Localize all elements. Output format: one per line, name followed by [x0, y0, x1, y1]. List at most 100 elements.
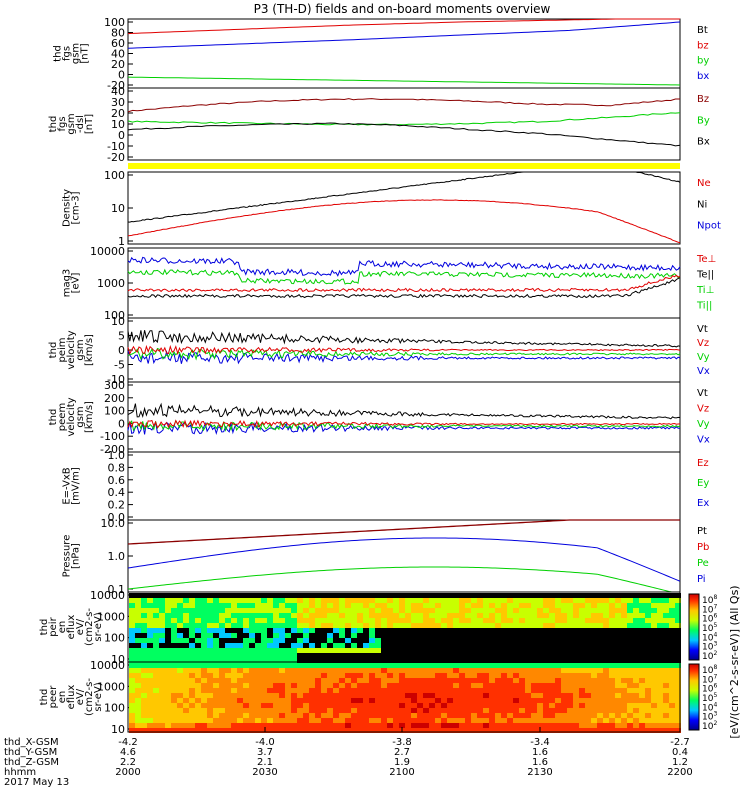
spectrogram-cell	[471, 613, 477, 618]
spectrogram-cell	[657, 593, 663, 598]
spectrogram-cell	[519, 653, 525, 658]
spectrogram-cell	[231, 718, 237, 723]
spectrogram-cell	[333, 653, 339, 658]
spectrogram-cell	[327, 603, 333, 608]
spectrogram-cell	[657, 693, 663, 698]
spectrogram-cell	[249, 623, 255, 628]
spectrogram-cell	[477, 598, 483, 603]
spectrogram-cell	[165, 683, 171, 688]
spectrogram-cell	[183, 693, 189, 698]
spectrogram-cell	[609, 683, 615, 688]
spectrogram-cell	[447, 723, 453, 728]
spectrogram-cell	[597, 628, 603, 633]
spectrogram-cell	[675, 718, 681, 723]
spectrogram-cell	[141, 628, 147, 633]
spectrogram-cell	[453, 658, 459, 663]
spectrogram-cell	[549, 688, 555, 693]
spectrogram-cell	[195, 623, 201, 628]
spectrogram-cell	[321, 623, 327, 628]
spectrogram-cell	[267, 603, 273, 608]
spectrogram-cell	[501, 648, 507, 653]
spectrogram-cell	[141, 713, 147, 718]
spectrogram-cell	[597, 648, 603, 653]
spectrogram-cell	[339, 653, 345, 658]
spectrogram-cell	[207, 713, 213, 718]
spectrogram-cell	[159, 623, 165, 628]
spectrogram-cell	[339, 668, 345, 673]
colorbar	[688, 663, 700, 731]
spectrogram-cell	[513, 648, 519, 653]
spectrogram-cell	[471, 638, 477, 643]
spectrogram-cell	[375, 598, 381, 603]
spectrogram-cell	[537, 708, 543, 713]
spectrogram-cell	[585, 598, 591, 603]
spectrogram-cell	[453, 663, 459, 668]
spectrogram-cell	[537, 648, 543, 653]
spectrogram-cell	[645, 678, 651, 683]
spectrogram-cell	[657, 688, 663, 693]
spectrogram-cell	[243, 703, 249, 708]
spectrogram-cell	[417, 713, 423, 718]
spectrogram-cell	[567, 698, 573, 703]
spectrogram-cell	[663, 623, 669, 628]
spectrogram-cell	[177, 673, 183, 678]
spectrogram-cell	[411, 643, 417, 648]
spectrogram-cell	[639, 728, 645, 733]
spectrogram-cell	[135, 643, 141, 648]
spectrogram-cell	[633, 728, 639, 733]
spectrogram-cell	[225, 603, 231, 608]
spectrogram-cell	[519, 713, 525, 718]
spectrogram-cell	[351, 638, 357, 643]
spectrogram-cell	[465, 638, 471, 643]
spectrogram-cell	[303, 658, 309, 663]
spectrogram-cell	[441, 593, 447, 598]
spectrogram-cell	[615, 678, 621, 683]
spectrogram-cell	[435, 648, 441, 653]
spectrogram-cell	[639, 623, 645, 628]
spectrogram-cell	[639, 708, 645, 713]
spectrogram-cell	[201, 673, 207, 678]
y-axis-label-line: fgs	[57, 116, 68, 131]
spectrogram-cell	[501, 663, 507, 668]
spectrogram-cell	[657, 623, 663, 628]
spectrogram-cell	[675, 618, 681, 623]
spectrogram-cell	[471, 608, 477, 613]
spectrogram-cell	[621, 663, 627, 668]
spectrogram-cell	[261, 703, 267, 708]
spectrogram-cell	[525, 648, 531, 653]
spectrogram-cell	[645, 683, 651, 688]
spectrogram-cell	[585, 633, 591, 638]
series-Vy	[127, 419, 681, 432]
spectrogram-cell	[561, 638, 567, 643]
spectrogram-cell	[669, 663, 675, 668]
x-tick-value: 2000	[115, 767, 140, 778]
spectrogram-cell	[453, 593, 459, 598]
spectrogram-cell	[309, 638, 315, 643]
spectrogram-cell	[135, 683, 141, 688]
spectrogram-cell	[183, 718, 189, 723]
spectrogram-cell	[357, 678, 363, 683]
spectrogram-cell	[573, 643, 579, 648]
spectrogram-cell	[567, 608, 573, 613]
spectrogram-cell	[273, 603, 279, 608]
panel-frame	[127, 247, 681, 319]
spectrogram-cell	[489, 688, 495, 693]
spectrogram-cell	[357, 703, 363, 708]
spectrogram-cell	[669, 623, 675, 628]
spectrogram-cell	[147, 673, 153, 678]
spectrogram-cell	[321, 698, 327, 703]
spectrogram-cell	[441, 703, 447, 708]
spectrogram-cell	[675, 678, 681, 683]
spectrogram-cell	[351, 713, 357, 718]
spectrogram-cell	[657, 598, 663, 603]
spectrogram-cell	[381, 718, 387, 723]
spectrogram-cell	[219, 708, 225, 713]
spectrogram-cell	[249, 708, 255, 713]
spectrogram-cell	[399, 608, 405, 613]
spectrogram-cell	[267, 703, 273, 708]
spectrogram-cell	[237, 638, 243, 643]
spectrogram-cell	[357, 673, 363, 678]
y-tick-label: 10000	[90, 245, 125, 258]
spectrogram-cell	[483, 673, 489, 678]
spectrogram-cell	[423, 623, 429, 628]
